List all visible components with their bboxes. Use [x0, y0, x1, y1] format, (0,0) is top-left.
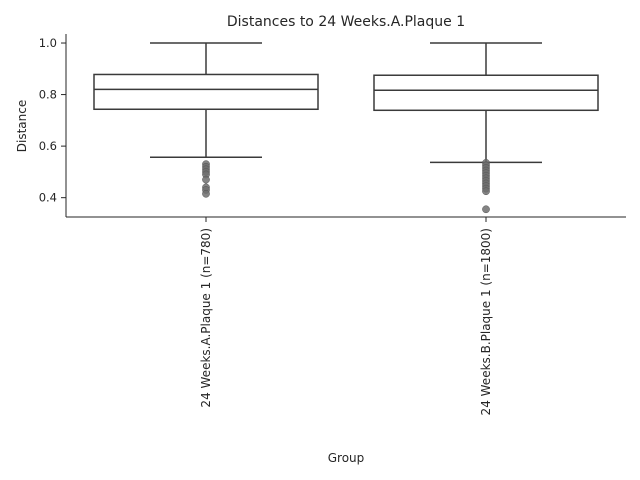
x-tick-label: 24 Weeks.B.Plaque 1 (n=1800) [479, 228, 493, 415]
box-iqr [93, 73, 319, 111]
plot-area: 0.4 0.6 0.8 1.0 24 Weeks.A.Plaque 1 (n=780) 2… [39, 36, 599, 415]
outlier-point [482, 205, 490, 214]
y-axis-label: Distance [15, 100, 29, 152]
y-tick-label: 0.6 [39, 139, 57, 153]
y-tick-label: 0.8 [39, 88, 57, 102]
x-axis-label: Group [328, 451, 365, 465]
outlier-point [482, 187, 490, 196]
y-tick-label: 0.4 [39, 191, 57, 205]
outlier-point [202, 189, 210, 198]
y-tick-label: 1.0 [39, 36, 57, 50]
outlier-point [202, 175, 210, 184]
box-iqr [373, 74, 599, 112]
x-tick-label: 24 Weeks.A.Plaque 1 (n=780) [199, 228, 213, 408]
chart-title: Distances to 24 Weeks.A.Plaque 1 [227, 14, 465, 30]
